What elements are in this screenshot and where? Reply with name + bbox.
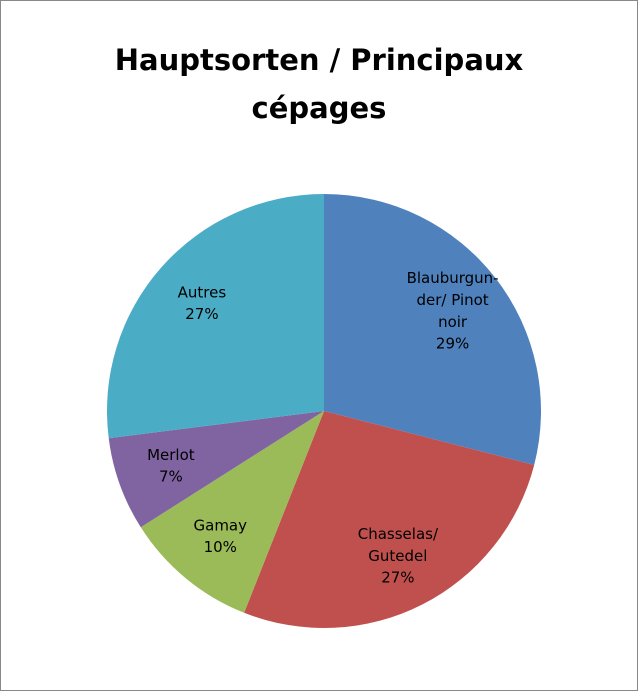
slice-value-label: 29% <box>436 335 469 353</box>
pie-slice <box>244 411 535 628</box>
chart-title: Hauptsorten / Principaux cépages <box>114 43 524 125</box>
slice-label-line: Merlot <box>147 446 195 464</box>
slice-value-label: 27% <box>381 569 414 587</box>
slice-label-line: Gutedel <box>368 547 427 565</box>
slice-label-line: Gamay <box>194 516 248 534</box>
pie-slice <box>108 411 324 528</box>
pie-slice <box>140 411 324 613</box>
slice-label: Blauburgun-der/ Pinot noir <box>407 269 499 331</box>
pie-slice <box>106 194 324 439</box>
slice-label: Autres <box>178 283 227 301</box>
slice-label-line: Blauburgun- <box>407 269 499 287</box>
slice-value-label: 7% <box>159 468 183 486</box>
slice-label: Merlot <box>147 446 195 464</box>
slice-label-line: noir <box>438 313 468 331</box>
slice-label-line: Chasselas/ <box>358 525 439 543</box>
pie-slice <box>324 194 541 465</box>
slice-label: Gamay <box>194 516 248 534</box>
slice-label-line: der/ Pinot <box>417 291 489 309</box>
slice-label-line: Autres <box>178 283 227 301</box>
slice-value-label: 10% <box>204 538 237 556</box>
slice-value-label: 27% <box>185 305 218 323</box>
slice-label: Chasselas/Gutedel <box>358 525 439 565</box>
